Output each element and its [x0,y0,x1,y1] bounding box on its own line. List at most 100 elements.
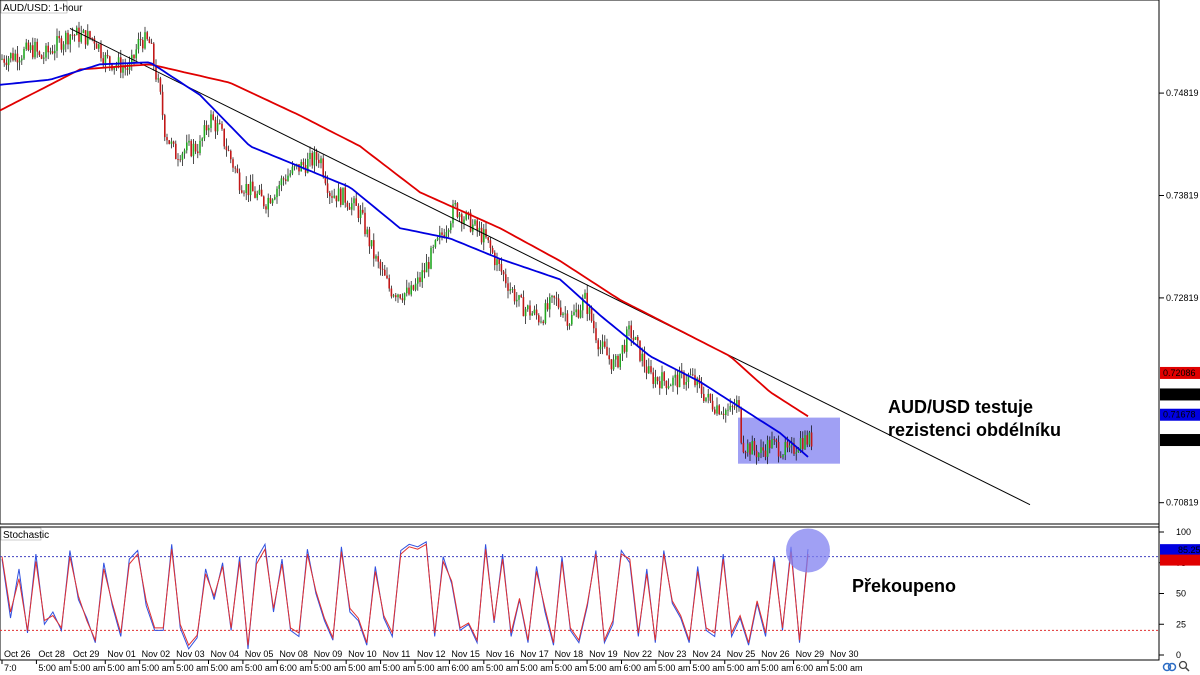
x-tick-label: Nov 03 [176,649,205,659]
candle-body [322,158,324,176]
candle-body [469,212,472,232]
candle-body [656,377,659,382]
candle-body [751,441,753,455]
candle-body [520,295,522,298]
x-tick-label: Nov 05 [245,649,274,659]
candle-body [566,313,569,326]
candle-body [749,443,751,455]
candle-body [571,314,573,325]
candle-body [725,410,727,415]
candle-body [29,45,32,51]
candle-body [241,190,243,193]
stoch-y-tick-label: 25 [1176,619,1186,629]
candle-body [584,292,586,299]
candle-body [84,30,87,45]
candle-body [551,295,553,298]
candle-body [577,309,580,318]
candle-body [626,329,628,352]
candle-body [703,393,705,402]
stoch-value-box [1160,544,1200,556]
candle-body [513,289,516,302]
candle-body [590,307,593,321]
x-subtick-label: 5:00 am [658,663,691,673]
search-icon[interactable] [1178,660,1190,672]
candle-body [760,447,762,454]
candle-body [738,400,740,408]
candle-body [529,305,531,316]
x-subtick-label: 5:00 am [520,663,553,673]
candle-body [197,151,199,154]
candle-body [661,372,663,389]
candle-body [533,309,536,314]
candle-body [170,141,173,144]
link-icon[interactable] [1162,662,1177,672]
candle-body [535,309,538,316]
x-tick-label: Nov 24 [692,649,721,659]
candle-body [362,209,364,213]
x-subtick-label: 6:00 am [796,663,829,673]
candle-body [747,443,749,453]
stochastic-k-line [1,540,809,650]
candle-body [560,307,562,316]
candle-body [227,150,230,151]
candle-body [18,60,21,63]
candle-body [395,295,397,298]
candle-body [667,386,670,389]
candle-body [190,140,192,157]
candle-body [595,328,597,341]
candle-body [531,313,533,316]
candle-body [463,219,465,224]
candle-body [692,374,694,376]
candle-body [100,44,102,59]
candle-body [234,167,236,169]
candle-body [461,214,463,224]
candle-body [623,345,626,352]
candle-body [293,166,296,168]
candle-body [56,36,58,51]
candle-body [172,141,175,144]
candle-body [775,439,778,442]
x-tick-label: Oct 29 [73,649,100,659]
x-tick-label: Nov 11 [383,649,411,659]
candle-body [289,173,291,176]
candle-body [232,159,234,168]
candle-body [375,256,377,259]
candle-body [309,153,311,160]
candle-body [782,455,784,458]
candle-body [544,303,547,324]
x-tick-label: Nov 16 [486,649,515,659]
candle-body [663,372,665,381]
candle-body [425,262,428,273]
candle-body [491,247,494,253]
candle-body [764,450,767,457]
candle-body [282,178,285,180]
x-tick-label: Nov 02 [142,649,171,659]
candle-body [522,297,525,317]
candle-body [443,234,445,238]
annotation-line-2: rezistenci obdélníku [888,420,1061,440]
candle-body [243,192,245,194]
candle-body [373,240,375,259]
x-subtick-label: 5:00 am [176,663,209,673]
x-subtick-label: 5:00 am [727,663,760,673]
candle-body [62,44,65,50]
candle-body [619,353,621,368]
candle-body [808,432,811,445]
candle-body [388,278,390,289]
x-tick-label: Nov 22 [624,649,653,659]
candle-body [575,309,577,313]
candle-body [727,409,729,411]
candle-body [368,229,371,247]
candle-body [553,295,555,298]
candle-body [417,277,419,284]
x-tick-label: Nov 12 [417,649,446,659]
stochastic-d-line [1,543,809,647]
candle-body [43,57,45,59]
candle-body [307,159,309,173]
candle-body [641,353,643,361]
candle-body [454,203,456,205]
candle-body [399,294,401,299]
stoch-y-tick-label: 50 [1176,589,1186,599]
candle-body [36,41,38,52]
